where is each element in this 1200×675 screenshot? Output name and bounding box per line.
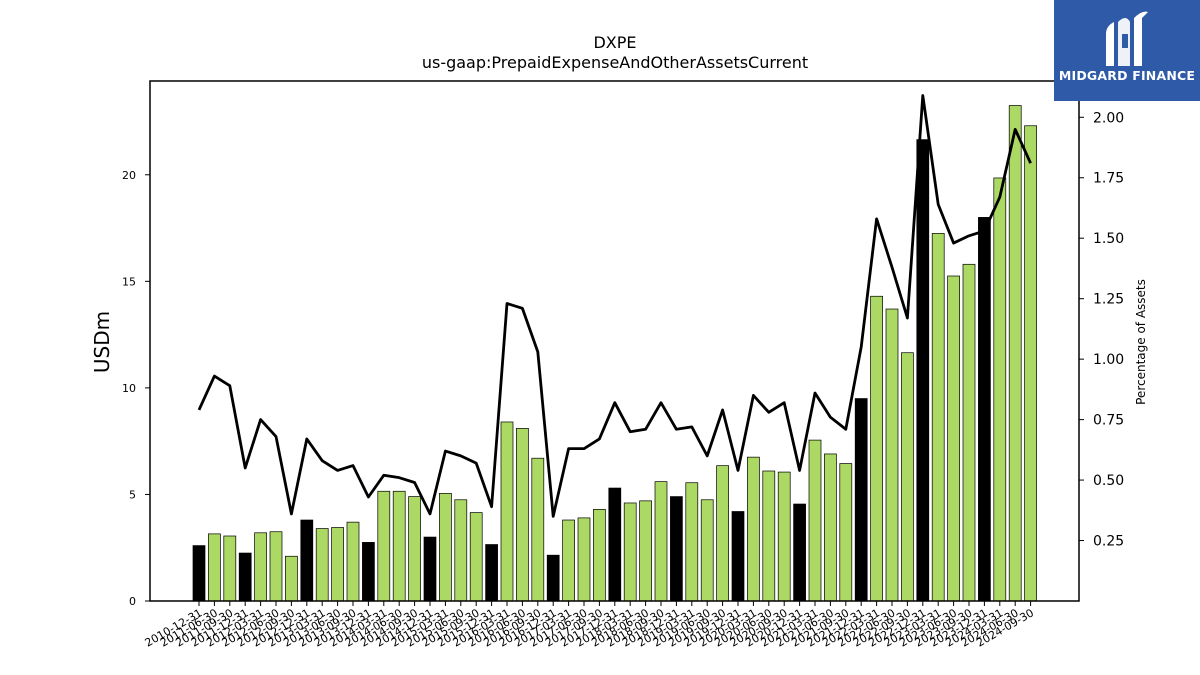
y-tick-label: 5 [129,488,136,501]
y2-axis-ticks: 0.25 0.50 0.75 1.00 1.25 1.50 1.75 2.00 [1079,110,1124,550]
y2-tick-label: 0.75 [1093,413,1124,429]
bar [454,499,468,602]
bar [685,482,699,602]
bar [192,545,206,602]
bar [408,496,421,602]
bar [808,439,822,602]
x-axis-ticks: 2010-12-312011-06-302011-09-302011-12-31… [143,601,1036,650]
percentage-line [197,94,1032,518]
bar [346,521,360,602]
bar [315,528,329,602]
y-axis-label: USDm [90,311,114,373]
bar [870,295,883,602]
bar [285,555,298,602]
bar [1008,105,1022,602]
bar [516,428,529,602]
y2-tick-label: 1.25 [1093,292,1124,308]
bar [439,493,452,602]
bar [469,512,483,602]
bar [700,499,714,602]
bar [331,527,344,602]
bar [654,481,668,602]
bar [254,532,267,602]
bar [854,398,868,602]
midgard-finance-logo: MIDGARD FINANCE [1054,0,1200,101]
bar [931,233,945,602]
bar [885,308,899,602]
bar [639,500,652,602]
bar [577,517,591,602]
bar [747,456,760,602]
midgard-logo-icon [1106,11,1148,67]
bar [593,509,606,602]
line-series [197,94,1032,518]
bar [608,487,622,602]
bar [500,421,514,602]
bar [716,465,729,602]
bar [777,471,791,602]
bar [300,519,314,602]
bar [562,519,575,602]
y-tick-label: 20 [122,169,136,182]
chart-subtitle: us-gaap:PrepaidExpenseAndOtherAssetsCurr… [422,53,808,72]
bar [223,535,237,602]
bar [546,554,560,602]
bar [423,536,437,602]
bar [947,275,960,602]
bar [670,496,683,602]
bar [993,177,1007,602]
bar [901,352,914,602]
bar [962,263,976,602]
y2-tick-label: 0.50 [1093,473,1124,489]
y-axis-ticks: 0 5 10 15 20 [122,169,150,608]
logo-text: MIDGARD FINANCE [1058,68,1196,83]
y-tick-label: 15 [122,275,136,288]
y-tick-label: 0 [129,595,136,608]
bar [531,457,545,602]
bar [362,542,375,602]
y2-tick-label: 1.75 [1093,171,1124,187]
y2-axis-label: Percentage of Assets [1134,279,1148,405]
y2-tick-label: 0.25 [1093,534,1124,550]
bar [731,511,745,602]
bar [824,453,837,602]
y2-tick-label: 1.00 [1093,352,1124,368]
bar [793,503,806,602]
bar [623,502,637,602]
bar [1024,125,1037,602]
bar [377,490,391,602]
bar [208,533,221,602]
bar [269,531,283,602]
bar [839,463,853,602]
bar [762,470,776,602]
bar [392,490,406,602]
y2-tick-label: 2.00 [1093,110,1124,126]
bar [978,217,991,602]
y-tick-label: 10 [122,382,136,395]
bar [238,552,252,602]
bar [485,544,498,602]
y2-tick-label: 1.50 [1093,231,1124,247]
chart-title: DXPE [593,33,636,52]
bar-series [192,105,1037,602]
bar [916,139,930,602]
